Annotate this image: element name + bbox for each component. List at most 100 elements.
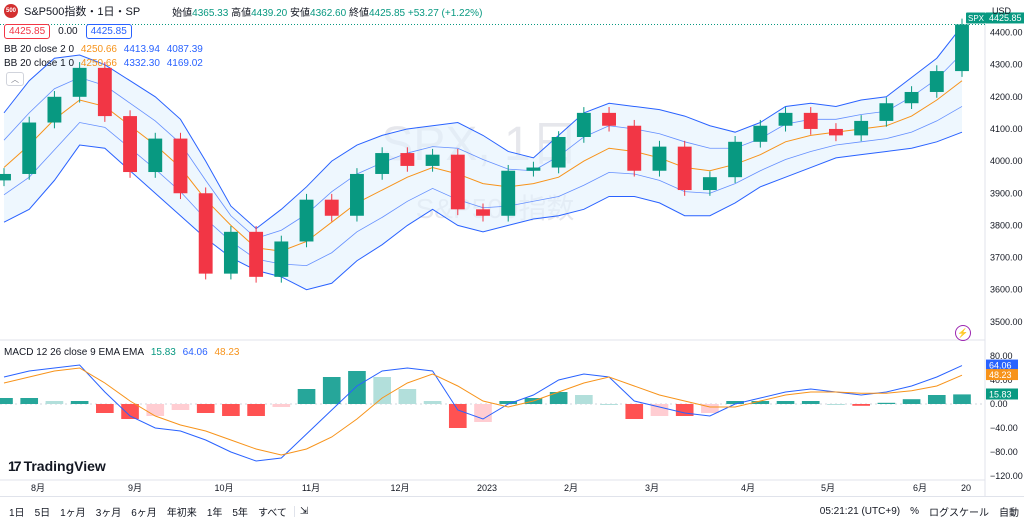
range-button[interactable]: 年初来 <box>166 507 197 519</box>
log-scale-button[interactable]: ログスケール <box>929 507 989 519</box>
range-button[interactable]: 5日 <box>34 507 51 519</box>
bollinger-bands <box>3 25 963 291</box>
time-tick-label: 6月 <box>913 483 927 493</box>
candle-body <box>728 141 743 178</box>
macd-tick-label: 0.00 <box>990 399 1008 409</box>
percent-button[interactable]: % <box>910 505 919 517</box>
tradingview-mark-icon: 17 <box>8 458 22 474</box>
range-button[interactable]: 3ヶ月 <box>95 507 122 519</box>
range-button[interactable]: 6ヶ月 <box>131 507 157 519</box>
bb1-legend[interactable]: BB 20 close 1 0 4250.66 4332.30 4169.02 <box>4 58 203 69</box>
candle-body <box>602 112 616 126</box>
price-tick-label: 3800.00 <box>990 220 1023 230</box>
macd-histogram-bar <box>600 404 618 405</box>
time-tick-label: 11月 <box>302 483 320 493</box>
auto-scale-button[interactable]: 自動 <box>999 507 1019 519</box>
lightning-icon[interactable]: ⚡ <box>955 325 971 341</box>
candle-body <box>803 112 818 129</box>
macd-value-tag <box>986 369 1018 381</box>
macd-histogram-bar <box>423 401 442 404</box>
price-tick-label: 4300.00 <box>990 60 1023 70</box>
candle-body <box>223 231 238 274</box>
scroll-right-icon[interactable]: › <box>1016 92 1019 102</box>
macd-legend[interactable]: MACD 12 26 close 9 EMA EMA 15.83 64.06 4… <box>4 347 240 358</box>
time-tick-label: 10月 <box>214 483 233 493</box>
spread-value: 0.00 <box>58 26 78 37</box>
macd-value-label: 15.83 <box>989 390 1012 400</box>
candle-body <box>148 138 163 173</box>
macd-histogram-bar <box>549 392 568 404</box>
bb1-upper-line <box>3 53 963 239</box>
bb2-legend[interactable]: BB 20 close 2 0 4250.66 4413.94 4087.39 <box>4 44 203 55</box>
candle-body <box>450 154 465 210</box>
symbol-title[interactable]: S&P500指数・1日・SP <box>24 6 141 18</box>
candle-body <box>955 24 969 72</box>
range-button[interactable]: 1ヶ月 <box>60 507 86 519</box>
grid <box>0 22 986 496</box>
currency-label[interactable]: USD <box>992 6 1012 16</box>
candle-body <box>22 122 37 174</box>
candle-body <box>929 71 944 92</box>
macd-tick-label: −120.00 <box>990 471 1023 481</box>
macd-histogram-bar <box>70 401 89 404</box>
macd-histogram-bar <box>171 404 190 410</box>
candle-body <box>753 125 768 142</box>
price-tick-label: 4100.00 <box>990 124 1023 134</box>
candle-body <box>72 67 87 97</box>
candle-body <box>173 138 188 194</box>
macd-histogram-bar <box>751 401 770 404</box>
macd-histogram-bar <box>322 377 341 404</box>
candle-body <box>627 125 642 171</box>
range-buttons: 1日 5日 1ヶ月 3ヶ月 6ヶ月 年初来 1年 5年 すべて <box>0 504 292 519</box>
candle-body <box>0 173 11 181</box>
ohlc-readout: 始値4365.33 高値4439.20 安値4362.60 終値4425.85 … <box>172 7 483 19</box>
bb-upper-line <box>3 25 963 230</box>
candle-body <box>375 153 390 174</box>
range-button[interactable]: 5年 <box>232 507 248 519</box>
macd-histogram-bar <box>297 389 316 404</box>
macd-histogram-bar <box>726 401 744 404</box>
time-tick-label: 9月 <box>128 483 142 493</box>
candle-body <box>829 128 843 136</box>
macd-histogram-bar <box>499 401 518 404</box>
candle-body <box>551 136 566 168</box>
candlesticks <box>0 18 985 283</box>
range-button[interactable]: すべて <box>257 507 287 519</box>
range-button[interactable]: 1年 <box>206 507 223 519</box>
trade-box: 4425.85 0.00 4425.85 <box>4 24 132 39</box>
candle-body <box>97 67 112 117</box>
candle-body <box>123 116 137 173</box>
candle-body <box>879 103 894 121</box>
time-tick-label: 3月 <box>645 483 659 493</box>
candle-body <box>702 177 717 191</box>
last-price-symbol-tag <box>966 12 986 24</box>
buy-price-button[interactable]: 4425.85 <box>85 24 132 39</box>
candle-body <box>576 112 591 137</box>
sell-price-button[interactable]: 4425.85 <box>4 24 51 39</box>
candle-body <box>778 112 793 126</box>
candle-body <box>904 91 919 104</box>
sp500-logo-icon: 500 <box>4 4 18 18</box>
macd-histogram-bar <box>398 389 417 404</box>
range-button[interactable]: 1日 <box>9 507 25 519</box>
candle-body <box>47 96 62 123</box>
bottom-toolbar: 1日 5日 1ヶ月 3ヶ月 6ヶ月 年初来 1年 5年 すべて ⇲ 05:21:21 (UTC+… <box>0 496 1024 525</box>
macd-histogram-bar <box>776 401 795 404</box>
macd-value-label: 64.06 <box>989 361 1012 371</box>
chevron-up-icon[interactable]: ︿ <box>6 72 24 86</box>
calendar-icon[interactable]: ⇲ <box>293 505 313 517</box>
macd-histogram-bar <box>827 404 845 405</box>
candle-body <box>324 199 339 216</box>
clock-readout[interactable]: 05:21:21 (UTC+9) <box>819 505 901 517</box>
macd-histogram-bar <box>348 371 366 404</box>
candle-body <box>476 209 490 216</box>
macd-histogram-bar <box>902 399 921 404</box>
time-tick-label: 4月 <box>741 483 755 493</box>
macd-histogram-bar <box>650 404 669 416</box>
macd-pane <box>0 364 985 462</box>
macd-value-label: 48.23 <box>989 370 1012 380</box>
macd-histogram-bar <box>877 402 896 404</box>
price-tick-label: 4200.00 <box>990 92 1023 102</box>
